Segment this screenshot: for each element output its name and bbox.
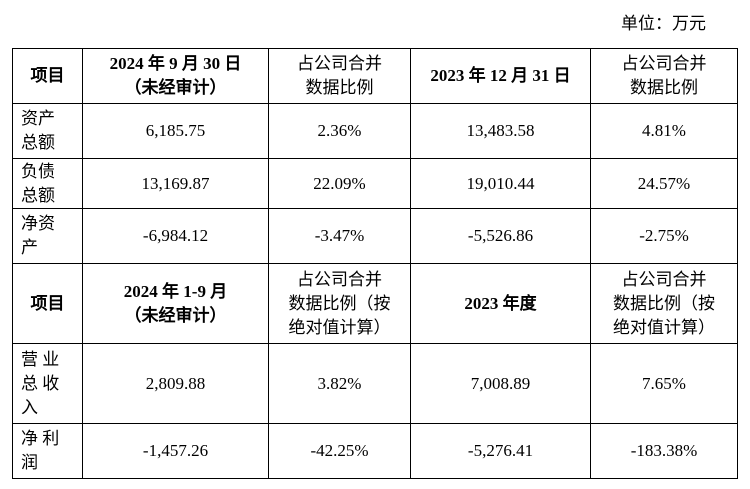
cell-text: 4.81%	[642, 121, 686, 140]
cell-text: 润	[21, 453, 38, 472]
table-cell: 负债 总额	[12, 158, 83, 209]
cell-text: 占公司合并	[621, 269, 707, 289]
cell-text: 13,169.87	[141, 173, 210, 193]
cell-text: 2,809.88	[145, 373, 206, 393]
cell-text: 资产	[21, 109, 55, 128]
table-cell: 占公司合并数据比例（按 绝对值计算）	[268, 263, 411, 344]
table-cell: 2,809.88	[82, 343, 269, 424]
cell-text: 产	[21, 238, 38, 257]
cell-text: 22.09%	[313, 173, 366, 193]
cell-text: 24.57%	[637, 173, 691, 193]
cell-text: -2.75%	[639, 226, 689, 245]
cell-text: 2024 年 9 月 30 日	[109, 54, 242, 73]
cell-text: -42.25%	[310, 441, 369, 460]
table-cell: 6,185.75	[82, 103, 269, 159]
table-cell: 2024 年 1-9 月 （未经审计）	[82, 263, 269, 344]
table-cell: 2024 年 9 月 30 日 （未经审计）	[82, 48, 269, 104]
table-cell: -42.25%	[268, 423, 411, 479]
table-cell: -6,984.12	[82, 208, 269, 264]
table-cell: 13,483.58	[410, 103, 591, 159]
cell-text: 入	[21, 397, 38, 417]
table-cell: 项目	[12, 48, 83, 104]
cell-text: 数据比例（按	[613, 293, 715, 313]
table-cell: 占公司合并 数据比例	[590, 48, 738, 104]
table-cell: 13,169.87	[82, 158, 269, 209]
table-row: 资产总额 6,185.75 2.36% 13,483.58 4.81%	[12, 103, 738, 159]
table-cell: 净 利润	[12, 423, 83, 479]
cell-text: 2.36%	[317, 121, 362, 140]
table-cell: 4.81%	[590, 103, 738, 159]
table-row: 负债总额 13,169.87 22.09% 19,010.44 24.57%	[12, 158, 738, 209]
cell-text: -3.47%	[314, 226, 365, 245]
table-cell: -1,457.26	[82, 423, 269, 479]
table-cell: 3.82%	[268, 343, 411, 424]
cell-text: 13,483.58	[466, 121, 535, 140]
cell-text: -1,457.26	[142, 441, 209, 460]
table-row: 净 利润 -1,457.26 -42.25% -5,276.41 -183.38%	[12, 423, 738, 479]
table-cell: 2023 年度	[410, 263, 591, 344]
table-row: 营 业总 收入 2,809.88 3.82% 7,008.89 7.65%	[12, 343, 738, 424]
cell-text: 占公司合并	[297, 269, 382, 289]
cell-text: 绝对值计算）	[613, 317, 715, 337]
cell-text: 项目	[30, 293, 65, 313]
table-cell: 资产 总额	[12, 103, 83, 159]
cell-text: 2024 年 1-9 月	[123, 281, 228, 301]
table-row: 净资产 -6,984.12 -3.47% -5,526.86 -2.75%	[12, 208, 738, 264]
cell-text: 2023 年度	[464, 293, 537, 313]
cell-text: 总额	[21, 185, 55, 205]
table-cell: 19,010.44	[410, 158, 591, 209]
cell-text: 数据比例	[630, 78, 698, 97]
cell-text: 营 业	[21, 349, 60, 369]
table-cell: 2.36%	[268, 103, 411, 159]
table-cell: -183.38%	[590, 423, 738, 479]
financial-table: 项目 2024 年 9 月 30 日（未经审计） 占公司合并 数据比例 2023 年 1…	[12, 48, 738, 479]
cell-text: 总额	[21, 133, 55, 152]
cell-text: -5,526.86	[467, 226, 534, 245]
table-cell: -2.75%	[590, 208, 738, 264]
table-cell: -5,526.86	[410, 208, 591, 264]
table-cell: 2023 年 12 月 31 日	[410, 48, 591, 104]
table-cell: 净资产	[12, 208, 83, 264]
cell-text: （未经审计）	[124, 78, 227, 97]
cell-text: （未经审计）	[124, 305, 227, 325]
cell-text: 6,185.75	[145, 121, 206, 140]
table-cell: 项目	[12, 263, 83, 344]
table-row: 项目 2024 年 1-9 月（未经审计） 占公司合并 数据比例（按 绝对值计算） 202…	[12, 263, 738, 344]
cell-text: -183.38%	[630, 441, 698, 460]
table-cell: 24.57%	[590, 158, 738, 209]
cell-text: 绝对值计算）	[288, 317, 391, 337]
table-cell: 营 业总 收入	[12, 343, 83, 424]
cell-text: 2023 年 12 月 31 日	[430, 66, 571, 85]
cell-text: 负债	[21, 161, 55, 181]
table-cell: 7,008.89	[410, 343, 591, 424]
table-cell: -3.47%	[268, 208, 411, 264]
cell-text: 净资	[21, 214, 55, 233]
table-cell: 占公司合并数据比例（按 绝对值计算）	[590, 263, 738, 344]
cell-text: 3.82%	[317, 373, 362, 393]
cell-text: 总 收	[21, 373, 60, 393]
table-cell: 占公司合并 数据比例	[268, 48, 411, 104]
cell-text: 占公司合并	[297, 54, 382, 73]
cell-text: 净 利	[21, 429, 60, 448]
table-cell: 7.65%	[590, 343, 738, 424]
cell-text: 数据比例（按	[288, 293, 391, 313]
cell-text: 7.65%	[642, 373, 686, 393]
cell-text: 项目	[30, 66, 65, 85]
cell-text: -6,984.12	[142, 226, 209, 245]
table-row: 项目 2024 年 9 月 30 日 （未经审计） 占公司合并数据比例 2023 年 1…	[12, 48, 738, 104]
cell-text: 占公司合并	[621, 54, 707, 73]
cell-text: -5,276.41	[467, 441, 534, 460]
cell-text: 数据比例	[305, 78, 374, 97]
unit-label: 单位：万元	[621, 14, 706, 34]
cell-text: 7,008.89	[470, 373, 531, 393]
cell-text: 19,010.44	[466, 173, 535, 193]
table-cell: -5,276.41	[410, 423, 591, 479]
table-cell: 22.09%	[268, 158, 411, 209]
